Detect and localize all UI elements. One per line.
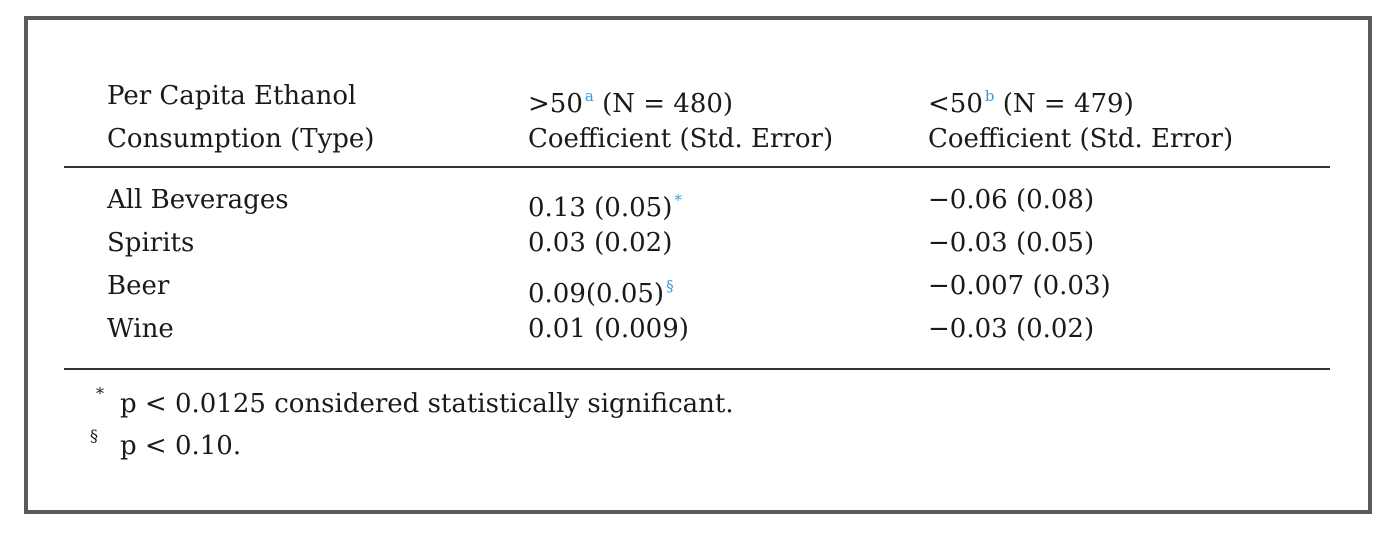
superscript: *	[674, 191, 682, 209]
cell-value: −0.007 (0.03)	[928, 271, 1111, 301]
cell-value: 0.01 (0.009)	[528, 314, 689, 344]
cell: 0.09(0.05) §	[528, 270, 674, 310]
cell-value: 0.03 (0.02)	[528, 228, 673, 258]
cell: 0.03 (0.02)	[528, 227, 672, 259]
cell-value: −0.03 (0.05)	[928, 228, 1095, 258]
bottom-rule	[64, 368, 1330, 370]
cell-value: 0.09(0.05)	[528, 279, 665, 309]
row-label: Wine	[107, 314, 174, 344]
cell: −0.06 (0.08)	[928, 184, 1094, 216]
cell: −0.03 (0.02)	[928, 313, 1094, 345]
cell-value: −0.06 (0.08)	[928, 185, 1095, 215]
header-cell: Per Capita Ethanol	[107, 81, 357, 111]
superscript: a	[584, 87, 594, 105]
header-label: >50	[528, 89, 583, 119]
header-label: <50	[928, 89, 983, 119]
cell: 0.13 (0.05) *	[528, 184, 682, 224]
cell: −0.03 (0.05)	[928, 227, 1094, 259]
footnote-mark: §	[90, 426, 98, 445]
superscript: §	[666, 277, 674, 295]
header-cell: >50 a (N = 480)	[528, 80, 733, 120]
header-cell: <50 b (N = 479)	[928, 80, 1134, 120]
superscript: b	[984, 87, 995, 105]
cell: −0.007 (0.03)	[928, 270, 1111, 302]
header-n: (N = 479)	[1002, 89, 1134, 119]
table-frame: Per Capita Ethanol Consumption (Type) >5…	[24, 16, 1372, 514]
cell: 0.01 (0.009)	[528, 313, 689, 345]
footnote-text: p < 0.10.	[120, 431, 242, 461]
footnote-mark: *	[96, 384, 104, 403]
header-rule	[64, 166, 1330, 168]
footnote-text: p < 0.0125 considered statistically sign…	[120, 389, 734, 419]
row-label: Beer	[107, 271, 170, 301]
cell-value: 0.13 (0.05)	[528, 193, 673, 223]
header-cell: Consumption (Type)	[107, 124, 375, 154]
row-label: Spirits	[107, 228, 195, 258]
header-cell: Coefficient (Std. Error)	[928, 124, 1234, 154]
header-cell: Coefficient (Std. Error)	[528, 124, 834, 154]
header-n: (N = 480)	[602, 89, 734, 119]
row-label: All Beverages	[107, 185, 289, 215]
cell-value: −0.03 (0.02)	[928, 314, 1095, 344]
